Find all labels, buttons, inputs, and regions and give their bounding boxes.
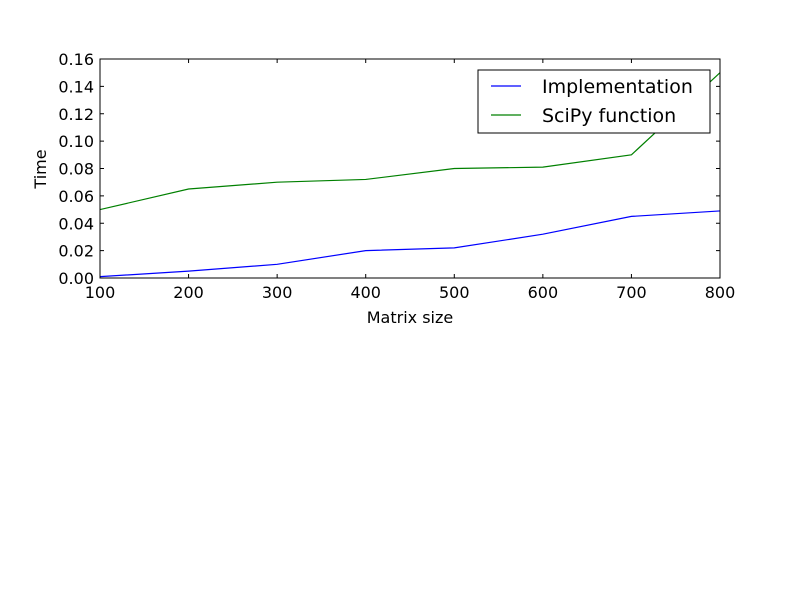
- x-tick-label: 300: [262, 283, 293, 302]
- y-tick-label: 0.12: [58, 105, 94, 124]
- x-axis: 100 200 300 400 500 600 700 800: [85, 59, 736, 302]
- legend-label-1: Implementation: [542, 76, 693, 98]
- y-axis-label: Time: [31, 149, 50, 189]
- legend-frame: [477, 69, 711, 134]
- x-tick-label: 500: [439, 283, 470, 302]
- y-tick-label: 0.10: [58, 132, 94, 151]
- y-tick-label: 0.08: [58, 160, 94, 179]
- x-tick-label: 200: [173, 283, 204, 302]
- x-tick-label: 600: [528, 283, 559, 302]
- x-tick-label: 800: [705, 283, 736, 302]
- legend: Implementation SciPy function: [477, 69, 711, 134]
- series-line-1: [100, 210, 720, 278]
- x-tick-label: 700: [616, 283, 647, 302]
- y-tick-label: 0.16: [58, 50, 94, 69]
- y-tick-label: 0.02: [58, 242, 94, 261]
- x-tick-label: 400: [350, 283, 381, 302]
- legend-label-2: SciPy function: [542, 105, 676, 127]
- y-tick-label: 0.06: [58, 187, 94, 206]
- x-axis-label: Matrix size: [367, 308, 453, 327]
- y-tick-label: 0.14: [58, 77, 94, 96]
- x-tick-label: 100: [85, 283, 116, 302]
- y-tick-label: 0.04: [58, 214, 94, 233]
- series-layer: [100, 72, 720, 278]
- series-line-2: [100, 72, 720, 211]
- y-axis: 0.00 0.02 0.04 0.06 0.08 0.10 0.12 0.14 0.16: [58, 50, 720, 288]
- y-tick-label: 0.00: [58, 269, 94, 288]
